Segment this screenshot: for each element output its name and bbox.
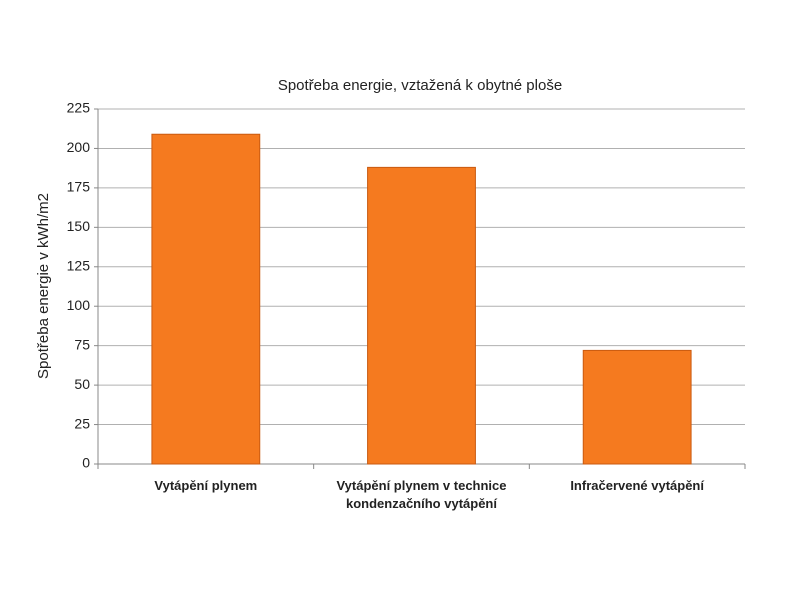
y-tick-label: 125: [67, 257, 91, 273]
x-tick-label: Infračervené vytápění: [570, 478, 704, 493]
y-tick-label: 50: [74, 376, 90, 392]
y-tick-label: 100: [67, 297, 91, 313]
y-tick-label: 200: [67, 139, 91, 155]
y-tick-label: 150: [67, 218, 91, 234]
y-tick-label: 175: [67, 179, 91, 195]
x-tick-label: Vytápění plynem v technice kondenzačního…: [336, 478, 507, 511]
bar: [151, 133, 261, 465]
chart-title: Spotřeba energie, vztažená k obytné ploš…: [278, 77, 562, 94]
bar: [582, 349, 692, 465]
y-tick-label: 75: [74, 336, 90, 352]
y-axis-label: Spotřeba energie v kWh/m2: [35, 193, 52, 379]
y-tick-label: 225: [67, 100, 91, 116]
y-tick-label: 0: [82, 455, 90, 471]
y-tick-label: 25: [74, 415, 90, 431]
x-tick-label: Vytápění plynem: [154, 478, 258, 493]
bar: [367, 166, 476, 465]
